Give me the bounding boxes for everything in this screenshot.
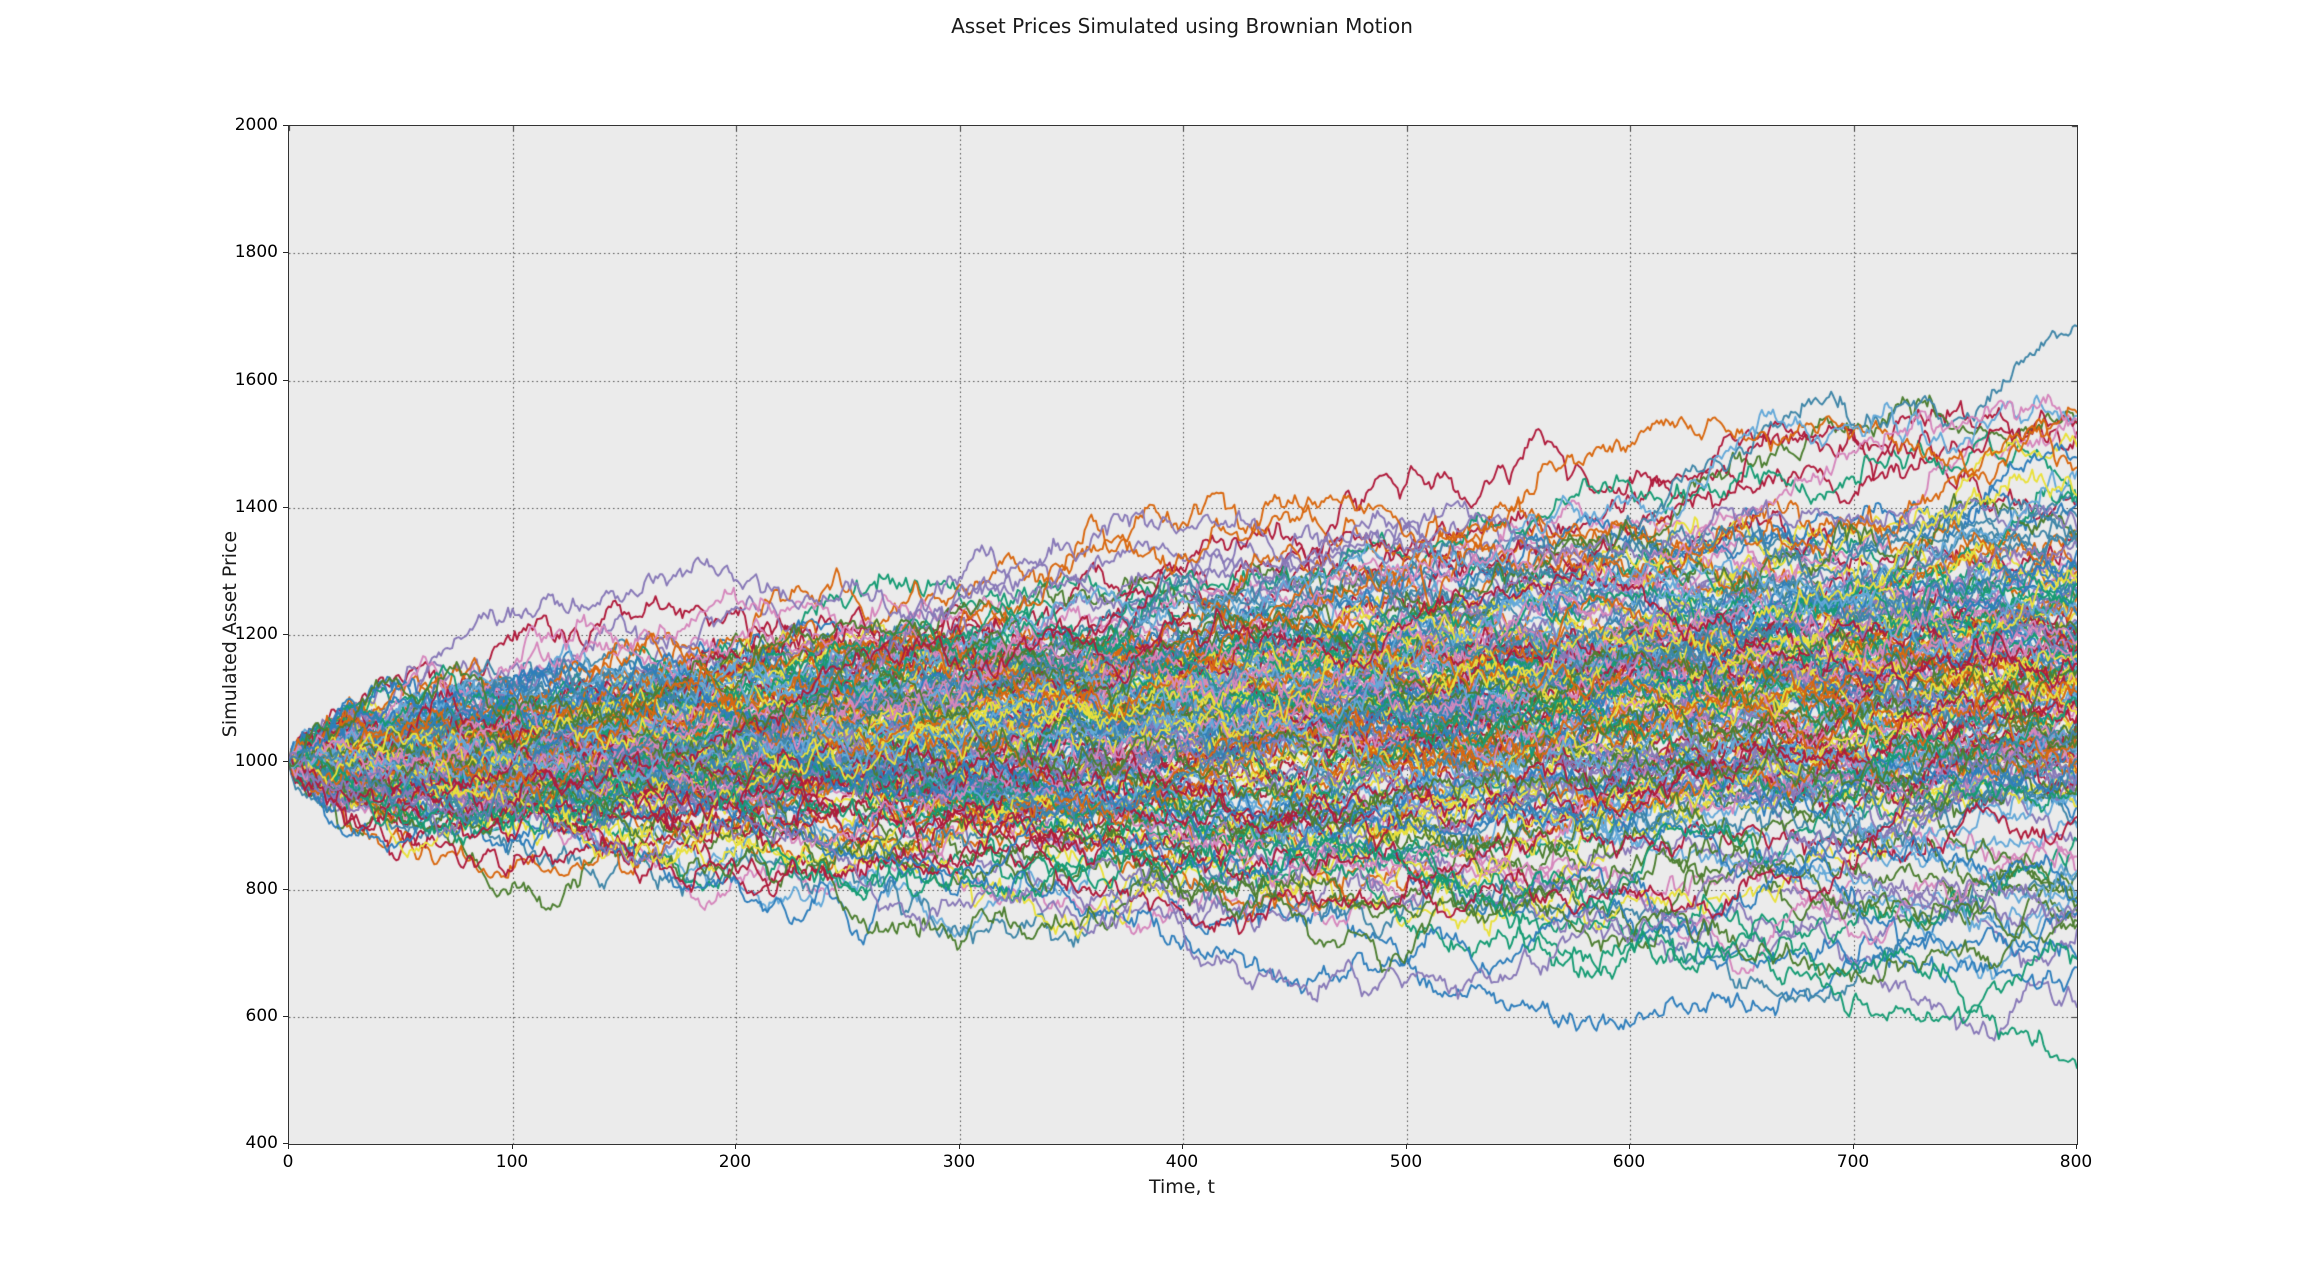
plot-area [288,125,2078,1145]
y-tick-label: 1400 [234,497,278,517]
x-axis-tick-mark [288,1144,289,1149]
x-axis-tick-mark [1853,1144,1854,1149]
y-tick-label: 1800 [234,242,278,262]
y-axis-tick-mark [283,252,288,253]
y-tick-label: 1600 [234,370,278,390]
x-tick-label: 300 [942,1152,976,1172]
x-tick-label: 800 [2059,1152,2093,1172]
y-axis-tick-mark [283,761,288,762]
y-tick-label: 400 [245,1133,278,1153]
plot-canvas [289,126,2077,1144]
y-axis-tick-mark [283,380,288,381]
y-axis-tick-mark [283,1143,288,1144]
x-tick-label: 400 [1165,1152,1199,1172]
x-axis-tick-mark [2076,1144,2077,1149]
x-tick-label: 700 [1836,1152,1870,1172]
y-tick-label: 1200 [234,624,278,644]
y-tick-label: 800 [245,879,278,899]
x-axis-label: Time, t [1148,1176,1216,1198]
x-axis-tick-mark [1406,1144,1407,1149]
y-axis-label: Simulated Asset Price [219,530,241,738]
x-axis-tick-mark [959,1144,960,1149]
x-tick-label: 200 [718,1152,752,1172]
x-axis-tick-mark [512,1144,513,1149]
y-tick-label: 1000 [234,751,278,771]
x-tick-label: 500 [1389,1152,1423,1172]
y-axis-tick-mark [283,634,288,635]
y-tick-label: 600 [245,1006,278,1026]
y-axis-tick-mark [283,1016,288,1017]
x-tick-label: 600 [1612,1152,1646,1172]
x-axis-tick-mark [735,1144,736,1149]
y-axis-tick-mark [283,889,288,890]
x-axis-tick-mark [1629,1144,1630,1149]
x-tick-label: 0 [282,1152,294,1172]
chart-title: Asset Prices Simulated using Brownian Mo… [951,14,1413,38]
x-axis-tick-mark [1182,1144,1183,1149]
y-tick-label: 2000 [234,115,278,135]
y-axis-tick-mark [283,125,288,126]
y-axis-tick-mark [283,507,288,508]
x-tick-label: 100 [495,1152,529,1172]
